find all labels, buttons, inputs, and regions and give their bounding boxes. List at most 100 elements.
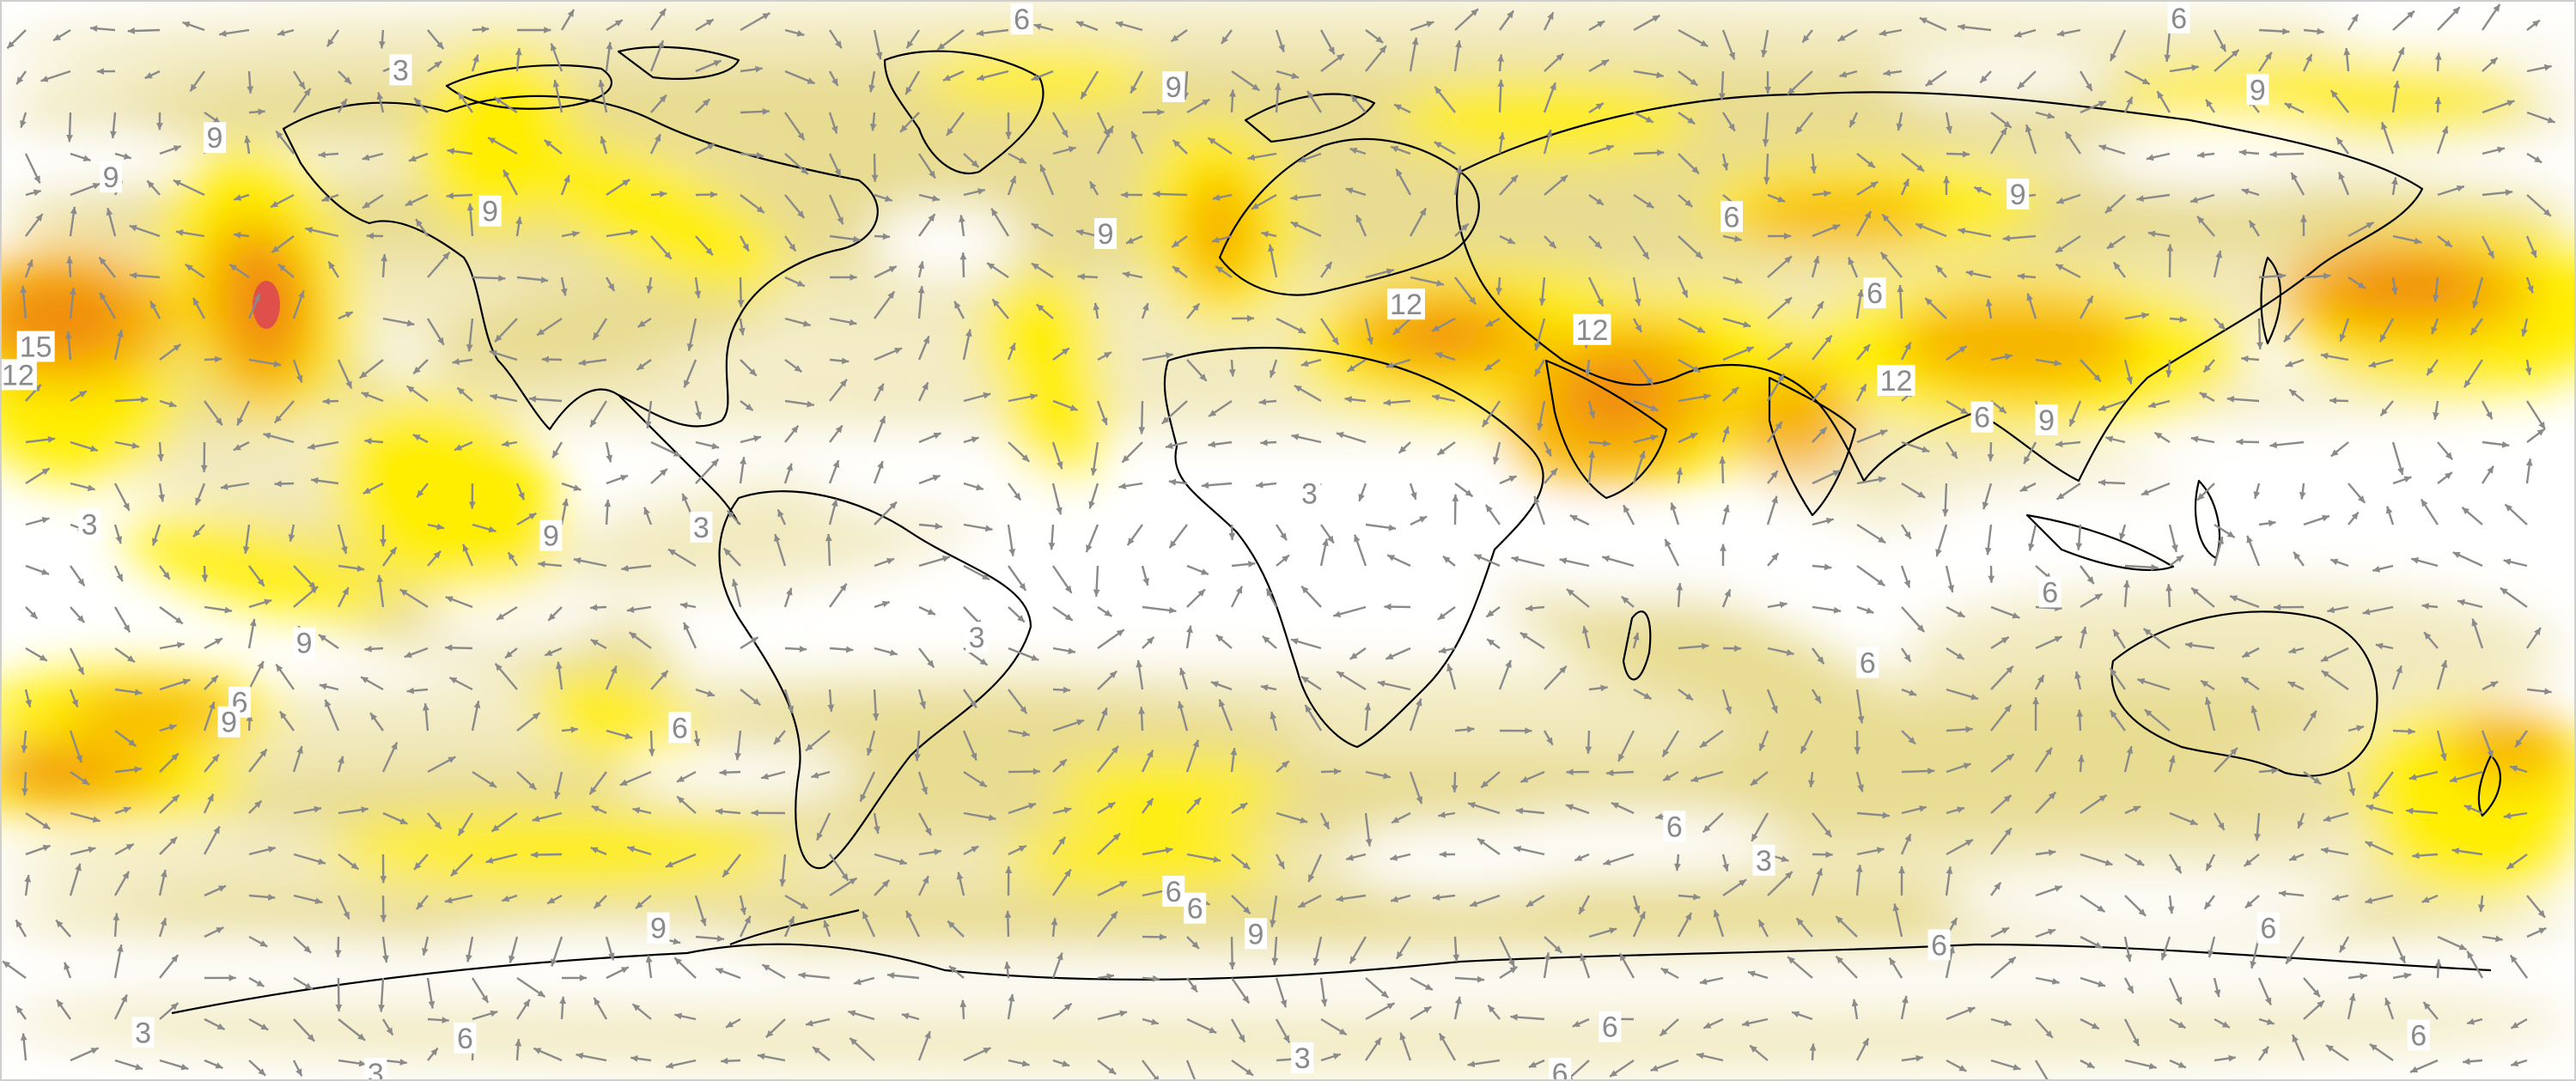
wind-vector-head: [1581, 626, 1589, 634]
wind-vector-head: [2019, 484, 2028, 492]
wind-vector-head: [361, 806, 368, 813]
wind-vector-head: [1958, 346, 1967, 353]
wind-vector-head: [2098, 479, 2106, 486]
wind-vector-head: [1508, 959, 1515, 968]
wind-vector-head: [789, 243, 796, 252]
contour-region: [2113, 60, 2525, 129]
wind-vector-head: [1018, 846, 1026, 853]
wind-vector-head: [2054, 885, 2062, 892]
wind-vector-head: [433, 550, 442, 559]
wind-vector-head: [991, 208, 998, 216]
wind-vector-head: [1365, 839, 1373, 847]
wind-vector-head: [637, 320, 646, 327]
wind-vector-head: [1452, 494, 1459, 501]
wind-vector-head: [151, 537, 159, 546]
wind-vector-head: [1560, 175, 1568, 183]
wind-vector-head: [1307, 91, 1314, 99]
wind-vector-head: [716, 808, 723, 815]
wind-vector-head: [92, 816, 100, 823]
contour-label-box: [2256, 912, 2280, 944]
wind-vector-head: [2457, 598, 2465, 606]
wind-vector-head: [1033, 23, 1042, 30]
wind-vector-head: [1508, 476, 1517, 483]
wind-vector-head: [234, 194, 242, 201]
wind-vector-head: [2397, 467, 2404, 476]
wind-vector-head: [604, 499, 612, 507]
wind-vector-head: [257, 661, 264, 670]
wind-vector-head: [502, 440, 509, 447]
wind-vector-head: [1646, 377, 1653, 386]
wind-vector-head: [979, 658, 988, 665]
wind-vector-head: [1526, 900, 1534, 907]
wind-vector-head: [868, 84, 875, 93]
wind-vector-head: [1882, 811, 1890, 819]
wind-vector-head: [2086, 82, 2092, 91]
wind-vector-head: [1333, 610, 1342, 618]
wind-vector-head: [1650, 434, 1659, 441]
wind-vector-head: [2472, 301, 2479, 308]
wind-vector-head: [779, 878, 787, 887]
wind-vector-head: [540, 276, 549, 283]
wind-vector-head: [2197, 151, 2205, 159]
wind-vector-head: [1839, 70, 1848, 78]
wind-vector-head: [1089, 181, 1097, 190]
wind-vector-head: [1386, 1003, 1395, 1010]
wind-vector-head: [2164, 54, 2171, 63]
wind-vector-head: [1018, 156, 1026, 164]
wind-vector-head: [442, 1017, 449, 1023]
wind-vector-head: [1344, 396, 1353, 404]
wind-vector-head: [314, 897, 323, 905]
wind-vector-head: [929, 170, 935, 179]
wind-vector-head: [802, 320, 811, 327]
wind-vector-head: [77, 666, 84, 675]
wind-vector-head: [213, 826, 220, 835]
wind-vector-head: [811, 772, 819, 779]
wind-vector-head: [523, 999, 530, 1007]
wind-vector-head: [590, 847, 599, 853]
wind-vector-head: [1434, 352, 1443, 359]
wind-vector-head: [78, 391, 87, 398]
wind-vector-head: [2379, 334, 2387, 343]
wind-vector-head: [716, 935, 725, 943]
wind-vector-head: [90, 1048, 99, 1054]
wind-vector-head: [1722, 863, 1729, 871]
wind-vector-head: [2007, 957, 2016, 964]
wind-vector-head: [56, 920, 64, 928]
wind-vector-head: [1964, 839, 1973, 847]
wind-vector-head: [244, 136, 251, 143]
wind-vector-head: [257, 578, 265, 586]
wind-vector-head: [2003, 120, 2012, 128]
wind-vector-head: [182, 21, 191, 28]
wind-vector-head: [1057, 952, 1063, 961]
wind-vector-head: [2317, 27, 2324, 35]
wind-vector-head: [817, 832, 824, 841]
wind-vector-head: [1474, 554, 1483, 561]
wind-vector-head: [1958, 228, 1966, 234]
wind-vector-head: [1076, 719, 1085, 726]
wind-vector-head: [1702, 824, 1711, 833]
wind-vector-head: [362, 487, 371, 494]
wind-vector-head: [296, 746, 303, 754]
wind-vector-head: [66, 135, 74, 143]
wind-vector-head: [1115, 21, 1124, 28]
wind-vector-head: [2423, 1002, 2431, 1010]
wind-vector-head: [1136, 659, 1143, 668]
wind-vector-head: [2167, 906, 2175, 914]
contour-label: 6: [1602, 1011, 1618, 1044]
contour-label: 3: [1756, 845, 1772, 878]
wind-vector-head: [1692, 365, 1701, 373]
wind-vector-head: [1674, 863, 1681, 871]
wind-vector-head: [1700, 740, 1708, 748]
wind-vector-head: [422, 947, 429, 956]
wind-vector-head: [379, 41, 386, 49]
wind-vector-head: [1152, 975, 1160, 982]
wind-vector-head: [2511, 1060, 2519, 1067]
wind-vector-head: [42, 822, 51, 829]
wind-vector-head: [1063, 686, 1071, 694]
wind-vector-head: [1956, 653, 1964, 659]
wind-vector-head: [2458, 944, 2467, 950]
wind-vector-head: [1192, 739, 1199, 748]
wind-vector-head: [2045, 747, 2052, 756]
wind-vector-head: [2321, 671, 2329, 678]
wind-vector-head: [1385, 268, 1394, 276]
